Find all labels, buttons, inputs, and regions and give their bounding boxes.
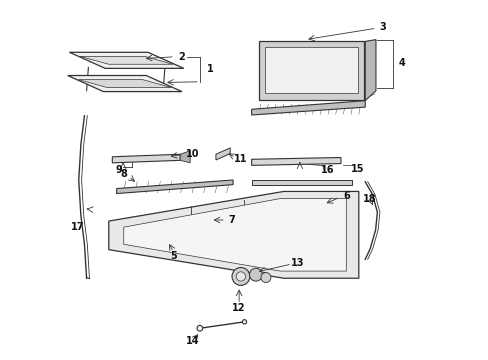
- Text: 8: 8: [121, 169, 127, 179]
- Polygon shape: [80, 57, 173, 64]
- Polygon shape: [116, 180, 233, 194]
- Text: 11: 11: [234, 154, 247, 164]
- Polygon shape: [251, 101, 365, 115]
- Polygon shape: [251, 157, 340, 165]
- Polygon shape: [78, 80, 171, 87]
- Text: 10: 10: [185, 149, 199, 159]
- Text: 1: 1: [207, 64, 214, 74]
- Text: 18: 18: [362, 194, 376, 203]
- Polygon shape: [251, 180, 351, 185]
- Text: 6: 6: [343, 191, 350, 201]
- Polygon shape: [69, 52, 183, 68]
- Polygon shape: [216, 148, 230, 160]
- Text: 13: 13: [290, 258, 304, 268]
- Polygon shape: [108, 192, 358, 278]
- Text: 4: 4: [398, 58, 404, 68]
- Text: 12: 12: [232, 302, 245, 312]
- Circle shape: [261, 273, 270, 283]
- Polygon shape: [264, 47, 357, 93]
- Circle shape: [197, 325, 203, 331]
- Text: 14: 14: [185, 336, 199, 346]
- Polygon shape: [67, 76, 182, 91]
- Polygon shape: [365, 40, 375, 101]
- Polygon shape: [123, 199, 346, 271]
- Polygon shape: [112, 154, 180, 163]
- Text: 5: 5: [170, 251, 177, 261]
- Circle shape: [236, 272, 245, 281]
- Text: 16: 16: [320, 165, 334, 175]
- Text: 15: 15: [351, 163, 364, 174]
- Text: 9: 9: [115, 165, 122, 175]
- Polygon shape: [180, 151, 190, 163]
- Text: 3: 3: [379, 22, 386, 32]
- Text: 7: 7: [227, 215, 234, 225]
- Polygon shape: [258, 41, 364, 100]
- Circle shape: [231, 267, 249, 285]
- Circle shape: [242, 320, 246, 324]
- Text: 2: 2: [178, 52, 185, 62]
- Text: 17: 17: [71, 222, 84, 232]
- Circle shape: [249, 268, 262, 281]
